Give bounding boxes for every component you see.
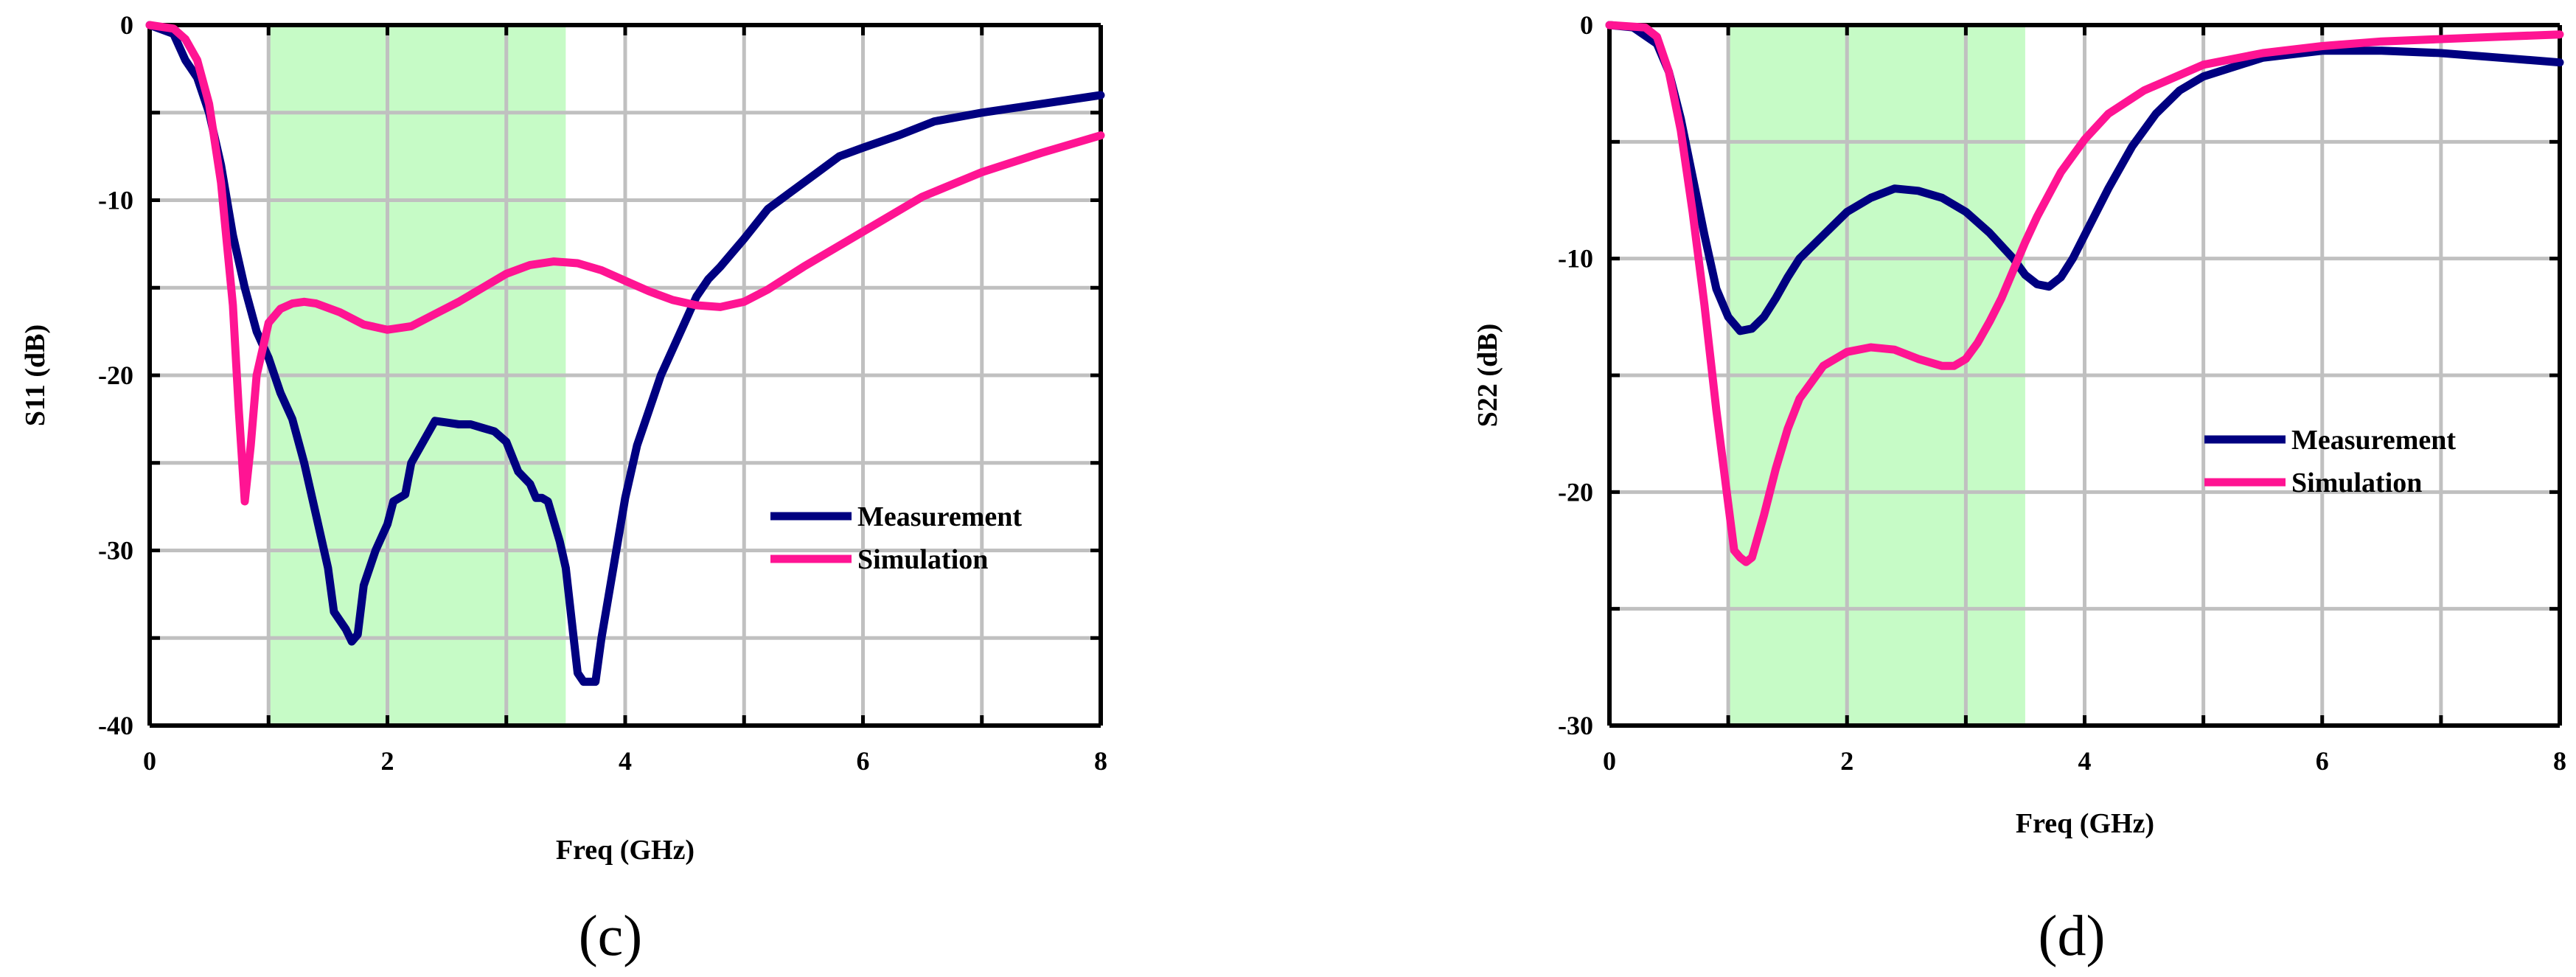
tick-labels: 0 2 4 6 8 0 -10 -20 -30 -40 <box>98 10 1107 776</box>
series-line-measurement <box>145 21 1105 686</box>
grid-lines <box>150 25 1101 726</box>
y-tick-label: -30 <box>1558 711 1593 740</box>
series-line-simulation <box>1605 21 2564 566</box>
y-axis-label: S11 (dB) <box>20 324 51 426</box>
x-tick-label: 0 <box>143 746 156 776</box>
x-tick-label: 6 <box>2316 746 2329 776</box>
series-layer <box>1605 21 2564 566</box>
series-layer <box>145 21 1105 686</box>
x-tick-label: 8 <box>2553 746 2566 776</box>
legend: Measurement Simulation <box>2204 425 2456 498</box>
chart-panel-c: 0 2 4 6 8 0 -10 -20 -30 -40 Freq (GHz) S11 (dB) M… <box>20 10 1107 967</box>
y-tick-label: -20 <box>98 361 133 390</box>
x-tick-label: 4 <box>619 746 632 776</box>
legend-label-simulation: Simulation <box>857 544 988 575</box>
y-tick-label: 0 <box>120 10 133 40</box>
x-tick-label: 4 <box>2078 746 2092 776</box>
tick-labels: 0 2 4 6 8 0 -10 -20 -30 <box>1558 10 2566 776</box>
y-tick-label: -40 <box>98 711 133 740</box>
legend: Measurement Simulation <box>770 501 1022 575</box>
series-line-measurement <box>1605 21 2564 335</box>
x-tick-label: 6 <box>857 746 870 776</box>
x-axis-label: Freq (GHz) <box>2016 808 2154 839</box>
x-tick-label: 2 <box>381 746 394 776</box>
y-tick-label: -10 <box>98 186 133 215</box>
legend-label-simulation: Simulation <box>2291 467 2422 498</box>
legend-label-measurement: Measurement <box>2291 425 2456 456</box>
y-tick-label: -10 <box>1558 244 1593 274</box>
axes-frame <box>1607 23 2562 728</box>
y-axis-label: S22 (dB) <box>1472 324 1503 427</box>
x-tick-label: 0 <box>1603 746 1616 776</box>
y-tick-label: -20 <box>1558 477 1593 507</box>
x-tick-label: 8 <box>1094 746 1107 776</box>
x-tick-label: 2 <box>1840 746 1853 776</box>
series-line-simulation <box>145 21 1105 506</box>
y-tick-label: 0 <box>1580 10 1593 40</box>
y-tick-label: -30 <box>98 536 133 566</box>
x-axis-label: Freq (GHz) <box>556 835 695 866</box>
chart-panel-d: 0 2 4 6 8 0 -10 -20 -30 Freq (GHz) S22 (dB) Meas… <box>1472 10 2566 967</box>
panel-label: (d) <box>2039 903 2106 967</box>
axes-frame <box>147 23 1103 728</box>
legend-label-measurement: Measurement <box>857 501 1022 532</box>
panel-label: (c) <box>579 903 643 967</box>
